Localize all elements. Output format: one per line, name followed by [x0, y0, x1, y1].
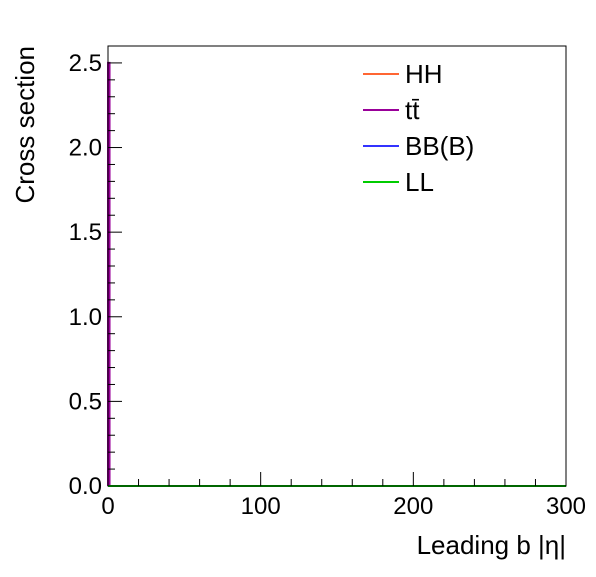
y-tick-label: 1.5 [69, 219, 102, 246]
y-tick-label: 1.0 [69, 304, 102, 331]
series-layer [107, 61, 566, 487]
series-line-1 [107, 61, 566, 487]
x-axis-title: Leading b |η| [417, 530, 566, 560]
y-tick-label: 0.5 [69, 388, 102, 415]
y-tick-label: 0.0 [69, 473, 102, 500]
x-tick-label: 200 [393, 493, 433, 520]
x-tick-label: 300 [546, 493, 586, 520]
legend-label-2: BB(B) [405, 131, 474, 161]
plot-frame [107, 45, 567, 487]
legend-label-0: HH [405, 59, 443, 89]
legend-label-3: LL [405, 167, 434, 197]
ticks-layer: 0 100 200 300 0.0 0.5 1.0 1.5 2.0 2.5 [69, 45, 586, 520]
x-tick-label: 0 [101, 493, 114, 520]
y-tick-label: 2.0 [69, 135, 102, 162]
y-axis-title: Cross section [10, 46, 40, 204]
legend-label-1: tt̄ [405, 95, 420, 125]
x-tick-label: 100 [241, 493, 281, 520]
y-tick-label: 2.5 [69, 50, 102, 77]
legend: HH tt̄ BB(B) LL [363, 59, 474, 197]
